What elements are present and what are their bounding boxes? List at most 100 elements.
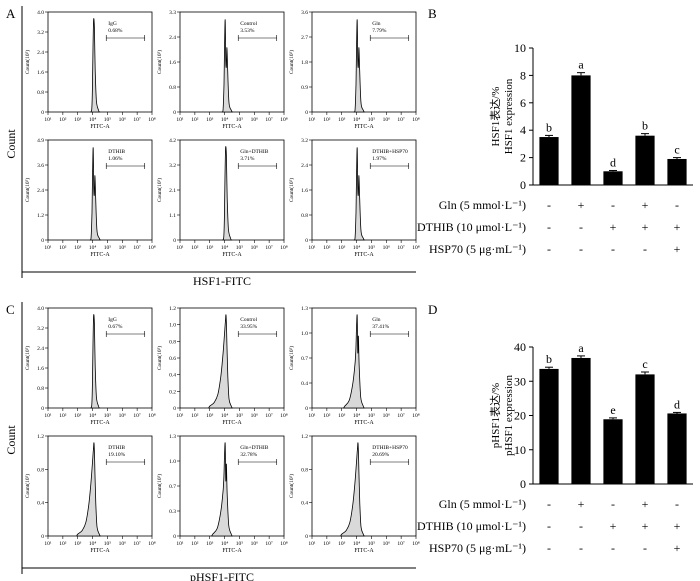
histogram-x-tick-label: 10⁵ — [104, 413, 112, 419]
histogram-y-label: Count(10³) — [156, 178, 163, 202]
histogram-x-label: FITC-A — [354, 548, 374, 554]
condition-sign: - — [675, 198, 679, 212]
histogram-x-tick-label: 10⁶ — [119, 117, 127, 123]
condition-sign: - — [611, 242, 615, 256]
histogram-y-tick-label: 1.2 — [37, 213, 44, 219]
histogram-curve — [90, 18, 101, 113]
flow-count-label: Count — [4, 425, 18, 455]
histogram-y-tick-label: 1.0 — [169, 323, 176, 329]
condition-sign: - — [643, 541, 647, 555]
histogram-x-tick-label: 10⁶ — [383, 413, 391, 419]
histogram-x-tick-label: 10¹ — [176, 117, 184, 123]
histogram-x-label: FITC-A — [222, 548, 242, 554]
histogram-x-tick-label: 10⁶ — [251, 541, 259, 547]
histogram-y-tick-label: 0.7 — [301, 356, 308, 362]
condition-label: HSP70 (5 μg·mL⁻¹) — [429, 242, 526, 256]
histogram-y-tick-label: 0.8 — [37, 386, 44, 392]
histogram-y-tick-label: 0 — [173, 534, 176, 540]
histogram-x-tick-label: 10⁵ — [236, 245, 244, 251]
condition-sign: - — [547, 519, 551, 533]
condition-sign: - — [579, 541, 583, 555]
histogram-sample-label: Gln — [372, 317, 381, 323]
histogram-frame — [179, 11, 285, 113]
histogram-sample-label: DTHIB+HSP70 — [372, 149, 408, 155]
histogram-y-tick-label: 1.3 — [301, 306, 308, 312]
histogram-frame — [311, 435, 417, 537]
histogram-y-tick-label: 3.2 — [169, 163, 176, 169]
bar-y-label-en: HSF1 expression — [503, 78, 515, 154]
histogram-y-tick-label: 2.4 — [37, 188, 44, 194]
histogram-x-tick-label: 10² — [59, 245, 67, 251]
histogram-y-tick-label: 0 — [173, 110, 176, 116]
histogram-x-tick-label: 10⁷ — [133, 117, 141, 123]
histogram-x-tick-label: 10⁵ — [368, 245, 376, 251]
bar — [539, 368, 559, 484]
histogram-gln-dthib: 4.2 3.2 2.1 1.1 0 Count(10³) 10¹ 10² 10³ 10⁴ 10⁵ 10… — [156, 138, 288, 258]
histogram-x-tick-label: 10⁷ — [397, 245, 405, 251]
bar-y-tick-label: 10 — [514, 443, 526, 457]
histogram-x-tick-label: 10⁵ — [104, 541, 112, 547]
condition-sign: - — [547, 497, 551, 511]
histogram-frame — [179, 307, 285, 409]
histogram-y-tick-label: 1.6 — [37, 366, 44, 372]
histogram-y-label: Count(10³) — [288, 50, 295, 74]
histogram-sample-label: Gln+DTHIB — [240, 149, 268, 155]
histogram-sample-label: Gln+DTHIB — [240, 445, 268, 451]
significance-letter: a — [578, 341, 584, 355]
histogram-x-tick-label: 10⁶ — [119, 413, 127, 419]
panel-letter-a: A — [6, 6, 16, 21]
histogram-x-tick-label: 10³ — [338, 117, 346, 123]
histogram-frame — [311, 139, 417, 241]
histogram-x-tick-label: 10⁶ — [119, 245, 127, 251]
histogram-x-tick-label: 10³ — [206, 413, 214, 419]
histogram-x-label: FITC-A — [90, 124, 110, 130]
histogram-x-tick-label: 10⁷ — [265, 541, 273, 547]
histogram-y-tick-label: 2.4 — [37, 50, 44, 56]
histogram-frame — [47, 307, 153, 409]
histogram-frame — [311, 11, 417, 113]
histogram-gate-percent: 1.06% — [108, 156, 123, 162]
histogram-x-tick-label: 10⁴ — [353, 245, 361, 251]
histogram-x-tick-label: 10¹ — [176, 245, 184, 251]
histogram-x-tick-label: 10³ — [74, 117, 82, 123]
histogram-x-tick-label: 10⁶ — [251, 413, 259, 419]
histogram-x-tick-label: 10² — [59, 117, 67, 123]
histogram-x-tick-label: 10⁵ — [368, 117, 376, 123]
histogram-x-tick-label: 10¹ — [44, 117, 52, 123]
histogram-y-tick-label: 0 — [305, 534, 308, 540]
flow-x-axis-title: pHSF1-FITC — [190, 570, 254, 581]
histogram-y-tick-label: 0.8 — [169, 85, 176, 91]
flow-x-axis-title: HSF1-FITC — [193, 274, 251, 288]
histogram-y-tick-label: 4.2 — [169, 138, 176, 144]
significance-letter: d — [674, 397, 680, 411]
histogram-y-tick-label: 4.0 — [37, 306, 44, 312]
significance-letter: b — [546, 352, 552, 366]
histogram-y-tick-label: 1.6 — [301, 188, 308, 194]
histogram-x-tick-label: 10³ — [74, 541, 82, 547]
histogram-y-tick-label: 0 — [173, 406, 176, 412]
histogram-sample-label: IgG — [108, 317, 117, 323]
histogram-y-tick-label: 0.8 — [301, 467, 308, 473]
histogram-x-tick-label: 10⁷ — [265, 245, 273, 251]
condition-sign: + — [642, 497, 649, 511]
histogram-curve — [221, 19, 234, 113]
bar-y-tick-label: 0 — [520, 178, 526, 192]
histogram-x-tick-label: 10¹ — [308, 541, 316, 547]
histogram-y-tick-label: 0 — [41, 110, 44, 116]
condition-sign: - — [579, 519, 583, 533]
histogram-y-tick-label: 0.8 — [169, 339, 176, 345]
histogram-x-tick-label: 10⁸ — [280, 117, 288, 123]
significance-letter: b — [642, 119, 648, 133]
histogram-x-tick-label: 10² — [191, 413, 199, 419]
histogram-gln: 3.6 2.7 1.8 0.9 0 Count(10³) 10¹ 10² 10³ 10⁴ 10⁵ 10… — [288, 10, 420, 130]
histogram-y-tick-label: 2.4 — [37, 346, 44, 352]
histogram-x-tick-label: 10⁴ — [221, 117, 229, 123]
histogram-curve — [207, 314, 234, 409]
histogram-x-tick-label: 10³ — [338, 413, 346, 419]
histogram-curve — [342, 314, 366, 409]
histogram-igg: 4.0 3.2 2.4 1.6 0.8 0 Count(10³) 10¹ 10² 10³ 10⁴ 10… — [24, 306, 156, 426]
histogram-dthib-hsp70: 3.2 2.4 1.6 0.8 0 Count(10³) 10¹ 10² 10³ 10⁴ 10⁵ 10… — [288, 138, 420, 258]
histogram-x-tick-label: 10⁴ — [221, 541, 229, 547]
histogram-x-tick-label: 10⁴ — [221, 413, 229, 419]
histogram-y-tick-label: 0.8 — [37, 467, 44, 473]
